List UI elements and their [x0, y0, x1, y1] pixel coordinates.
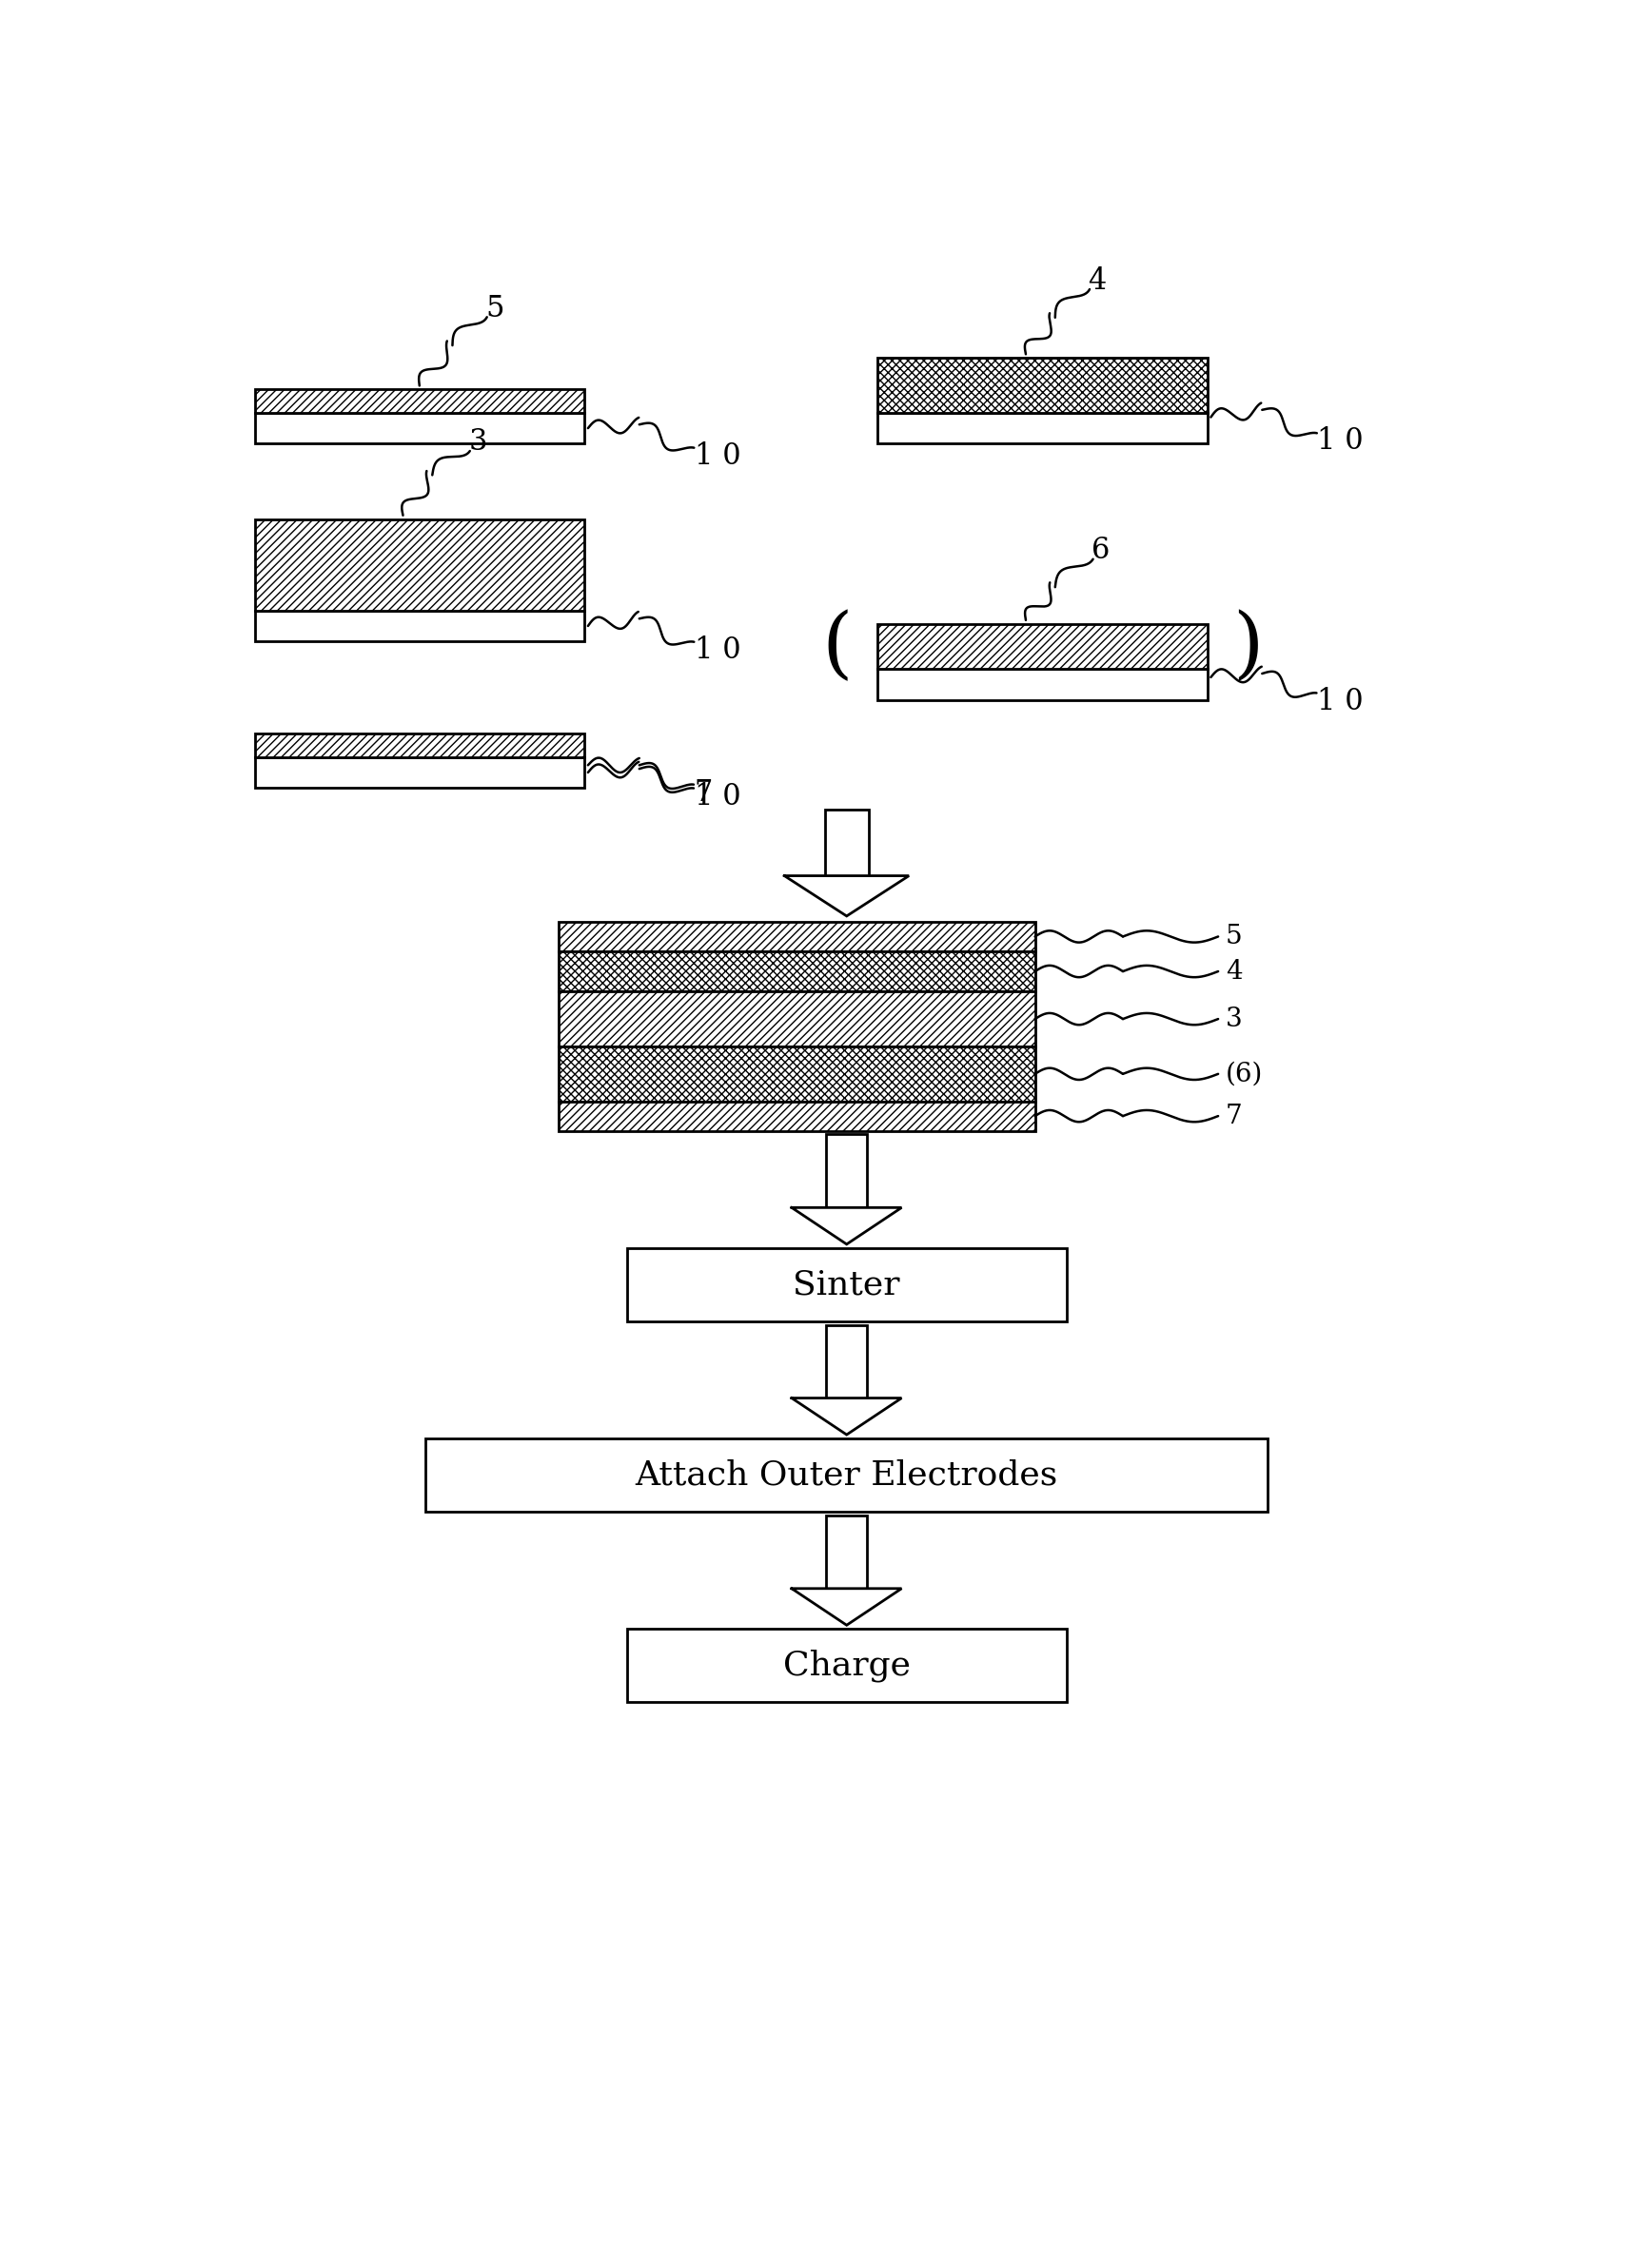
- Text: 6: 6: [1092, 535, 1110, 565]
- Text: 3: 3: [469, 426, 487, 456]
- Text: 1 0: 1 0: [694, 442, 740, 472]
- Bar: [877, 669, 1208, 701]
- Bar: [877, 624, 1208, 669]
- Text: 3: 3: [1226, 1007, 1242, 1032]
- Text: 7: 7: [694, 778, 712, 807]
- Text: (: (: [821, 610, 852, 685]
- Polygon shape: [791, 1397, 902, 1436]
- Text: 5: 5: [1226, 923, 1242, 950]
- Text: 1 0: 1 0: [694, 635, 740, 665]
- Bar: [877, 358, 1208, 413]
- Bar: [425, 1438, 1269, 1510]
- Bar: [626, 1628, 1067, 1701]
- Text: 1 0: 1 0: [1317, 687, 1363, 717]
- Bar: [826, 1325, 867, 1397]
- Bar: [558, 950, 1034, 991]
- Text: 1 0: 1 0: [1317, 426, 1363, 456]
- Bar: [626, 1247, 1067, 1322]
- Polygon shape: [785, 875, 909, 916]
- Bar: [254, 758, 585, 787]
- Bar: [558, 1046, 1034, 1102]
- Bar: [254, 610, 585, 642]
- Bar: [824, 810, 869, 875]
- Bar: [826, 1134, 867, 1207]
- Text: Charge: Charge: [783, 1649, 910, 1683]
- Text: (6): (6): [1226, 1061, 1262, 1086]
- Polygon shape: [791, 1207, 902, 1245]
- Text: Sinter: Sinter: [793, 1268, 900, 1300]
- Bar: [254, 390, 585, 413]
- Bar: [558, 991, 1034, 1046]
- Text: 4: 4: [1226, 959, 1242, 984]
- Text: 7: 7: [1226, 1102, 1242, 1129]
- Text: Attach Outer Electrodes: Attach Outer Electrodes: [636, 1458, 1057, 1490]
- Bar: [877, 413, 1208, 445]
- Bar: [826, 1515, 867, 1588]
- Bar: [254, 413, 585, 445]
- Bar: [558, 921, 1034, 950]
- Text: ): ): [1232, 610, 1262, 685]
- Bar: [254, 733, 585, 758]
- Polygon shape: [791, 1588, 902, 1626]
- Text: 1 0: 1 0: [694, 782, 740, 812]
- Bar: [254, 519, 585, 610]
- Text: 4: 4: [1089, 265, 1107, 295]
- Bar: [558, 1102, 1034, 1132]
- Text: 5: 5: [486, 295, 504, 324]
